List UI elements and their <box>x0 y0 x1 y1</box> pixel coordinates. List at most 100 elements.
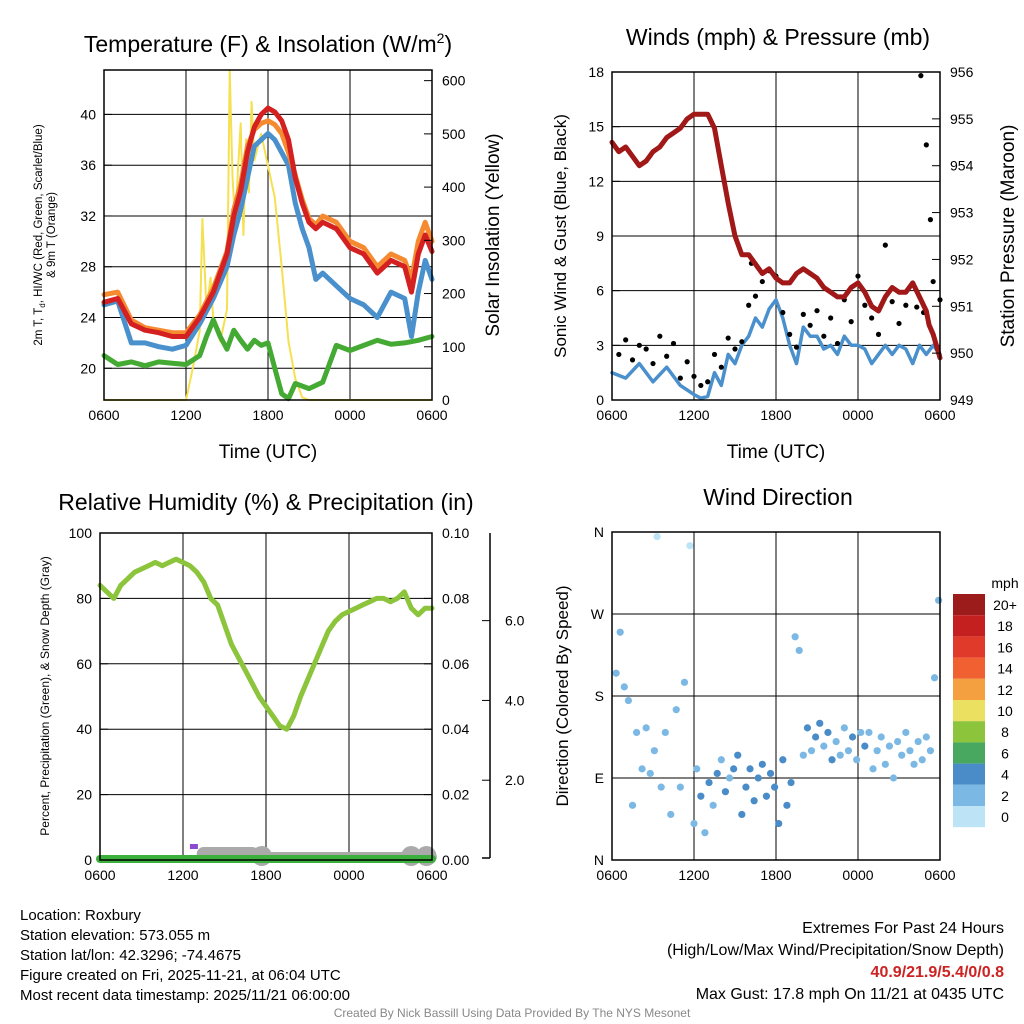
direction-point <box>672 706 680 714</box>
legend-swatch <box>953 678 985 700</box>
gust-point <box>643 346 649 352</box>
y2-tick-label: 954 <box>950 158 974 174</box>
humidity-title: Relative Humidity (%) & Precipitation (i… <box>58 489 473 515</box>
y2-tick-label: 956 <box>950 64 974 80</box>
direction-point <box>824 728 832 737</box>
humidity-panel: Relative Humidity (%) & Precipitation (i… <box>38 489 525 883</box>
y2-tick-label: 0 <box>442 392 450 408</box>
gust-point <box>711 351 718 358</box>
y-tick-label: 100 <box>69 525 93 541</box>
y2-tick-label: 950 <box>950 345 974 361</box>
pressure-line <box>609 111 943 361</box>
direction-point <box>734 751 742 759</box>
legend-swatch <box>953 742 985 764</box>
legend-label: 4 <box>1001 767 1009 783</box>
direction-point <box>828 756 836 764</box>
direction-point <box>667 810 675 819</box>
gust-point <box>664 353 670 359</box>
gust-point <box>787 331 793 337</box>
direction-point <box>894 737 902 746</box>
gust-point <box>862 302 868 308</box>
direction-point <box>881 760 889 768</box>
y-tick-label: E <box>595 770 604 786</box>
legend-swatch <box>953 784 985 806</box>
direction-point <box>624 696 633 705</box>
gust-point <box>814 308 820 314</box>
direction-point <box>650 747 658 755</box>
gust-point <box>725 335 731 341</box>
gust-point <box>746 302 752 308</box>
humidity-series <box>96 556 437 866</box>
x-tick-label: 0600 <box>596 867 627 883</box>
legend-swatch <box>953 636 985 658</box>
temperature-grid <box>104 70 432 400</box>
y-tick-label: 36 <box>80 157 96 173</box>
direction-point <box>616 628 624 636</box>
direction-point <box>742 783 750 791</box>
y2-tick-label: 300 <box>442 232 466 248</box>
y2-tick-label: 200 <box>442 286 466 302</box>
gust-point <box>914 304 920 310</box>
gust-point <box>918 73 924 79</box>
gust-point <box>705 379 711 385</box>
dew-point-line <box>101 317 435 402</box>
direction-point <box>848 733 857 741</box>
gust-point <box>923 142 929 148</box>
x-tick-label: 0600 <box>416 407 447 423</box>
y-tick-label: S <box>595 688 604 704</box>
direction-series <box>612 532 943 837</box>
direction-point <box>697 792 705 800</box>
credit-text: Created By Nick Bassill Using Data Provi… <box>333 1006 691 1020</box>
direction-ylabel: Direction (Colored By Speed) <box>553 585 572 806</box>
solar-insolation-line <box>103 69 433 401</box>
direction-point <box>653 532 661 541</box>
y-tick-label: N <box>594 524 604 540</box>
x-tick-label: 0600 <box>84 867 115 883</box>
gust-point <box>930 278 936 285</box>
direction-point <box>721 788 730 796</box>
legend-label: 16 <box>997 639 1013 655</box>
x-tick-label: 0600 <box>88 407 119 423</box>
latlon-text: Station lat/lon: 42.3296; -74.4675 <box>20 947 242 964</box>
gust-point <box>759 278 765 285</box>
y-tick-label: W <box>591 606 605 622</box>
direction-point <box>861 742 869 750</box>
direction-point <box>775 819 783 828</box>
direction-point <box>787 778 795 787</box>
direction-point <box>779 756 787 764</box>
y-tick-label: N <box>594 852 604 868</box>
direction-point <box>705 778 713 787</box>
direction-point <box>758 760 766 768</box>
gust-point <box>670 340 677 347</box>
temperature-title-sup: 2 <box>437 30 445 46</box>
direction-point <box>680 678 689 686</box>
gust-point <box>889 299 895 305</box>
legend-swatch <box>953 700 985 722</box>
gust-point <box>650 360 656 367</box>
y2-tick-label: 500 <box>442 126 466 142</box>
direction-point <box>844 747 853 755</box>
temperature-axes: 0600 1200 1800 0000 060020242832364001002003… <box>80 73 465 423</box>
gust-point <box>793 344 800 350</box>
x-tick-label: 0600 <box>596 407 627 423</box>
legend-title: mph <box>991 575 1018 591</box>
direction-point <box>832 737 840 746</box>
x-tick-label: 0000 <box>334 407 365 423</box>
direction-point <box>935 596 943 604</box>
precip-tick-label: 0.02 <box>442 787 469 803</box>
recent-data-text: Most recent data timestamp: 2025/11/21 0… <box>20 987 350 1004</box>
direction-point <box>686 542 694 550</box>
snow-tick-label: 2.0 <box>505 772 525 788</box>
y2-tick-label: 400 <box>442 179 466 195</box>
winds-panel: Winds (mph) & Pressure (mb) 0600 1200 1800… <box>551 24 1019 463</box>
direction-point <box>646 769 654 778</box>
direction-point <box>889 774 898 782</box>
direction-point <box>693 765 701 773</box>
temperature-ylabel-right: Solar Insolation (Yellow) <box>483 133 504 336</box>
direction-point <box>816 719 824 727</box>
gust-point <box>684 359 690 365</box>
extremes-values: 40.9/21.9/5.4/0/0.8 <box>870 964 1004 981</box>
y-tick-label: 32 <box>80 208 96 224</box>
temperature-ylabel-part1: 2m T, T <box>33 308 45 346</box>
